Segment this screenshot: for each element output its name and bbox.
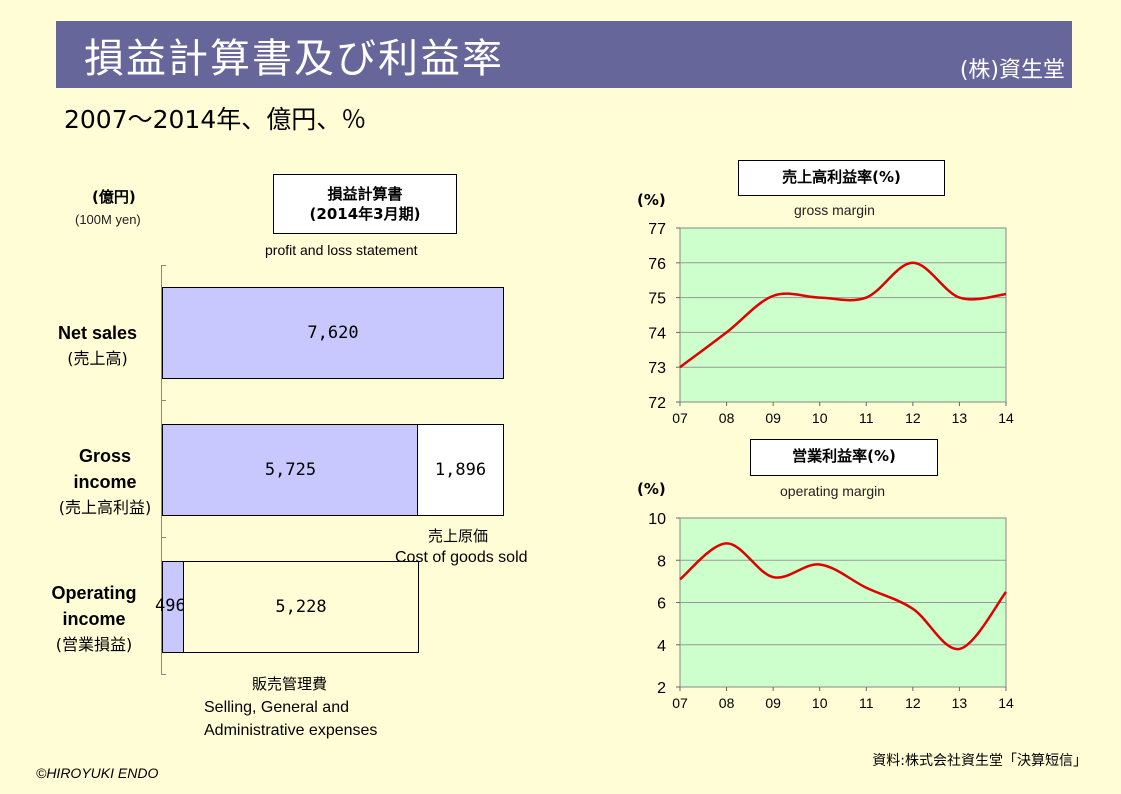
operating-margin-title-box: 営業利益率(%)	[750, 439, 938, 476]
y-tick-label: 4	[657, 638, 666, 655]
gross-margin-ylabel: (%)	[637, 191, 666, 209]
row-label-en: Net sales	[57, 323, 138, 343]
bar-value: 5,725	[264, 460, 317, 480]
row-label-operating-income: Operating income (営業損益)	[30, 580, 158, 658]
x-tick-label: 12	[905, 695, 921, 711]
x-tick-label: 13	[952, 695, 968, 711]
sga-label-en-2: Administrative expenses	[204, 722, 378, 739]
row-label-gross-income: Gross income (売上高利益)	[30, 443, 180, 521]
row-label-net-sales: Net sales (売上高)	[30, 320, 165, 372]
page-subtitle: 2007～2014年、億円、％	[64, 105, 367, 134]
sga-note-jp: 販売管理費	[252, 673, 327, 696]
bar-net-sales: 7,620	[162, 287, 504, 379]
operating-margin-subtitle: operating margin	[780, 483, 886, 499]
statement-title: 損益計算書	[327, 185, 403, 203]
unit-label-en: (100M yen)	[75, 212, 141, 227]
bar-sga: 5,228	[183, 561, 419, 653]
bar-axis-tick	[161, 400, 166, 401]
unit-label-jp: (億円)	[92, 188, 136, 206]
sga-label-en-1: Selling, General and	[204, 699, 349, 716]
bar-axis-tick	[161, 537, 166, 538]
y-tick-label: 10	[648, 511, 666, 528]
x-tick-label: 08	[719, 695, 735, 711]
page-title: 損益計算書及び利益率	[84, 36, 504, 82]
cogs-note-en: Cost of goods sold	[395, 546, 528, 569]
x-tick-label: 14	[998, 410, 1014, 426]
copyright: ©HIROYUKI ENDO	[36, 765, 159, 781]
series-line	[679, 542, 1007, 651]
x-tick-label: 07	[672, 410, 688, 426]
y-tick-label: 75	[648, 291, 666, 308]
y-tick-label: 74	[648, 325, 666, 342]
operating-margin-chart: 2 4 6 8 10 07 08 09 10 11 12 13 14	[648, 511, 1014, 711]
row-label-jp: (営業損益)	[55, 635, 133, 654]
x-tick-label: 12	[905, 410, 921, 426]
x-tick-label: 09	[765, 410, 781, 426]
chart-title: 売上高利益率(%)	[782, 168, 901, 186]
company-name: (株)資生堂	[959, 58, 1065, 83]
row-label-en-2: income	[62, 609, 126, 629]
statement-title-box: 損益計算書 (2014年3月期)	[273, 174, 457, 234]
bar-value: 1,896	[434, 460, 487, 480]
y-tick-label: 72	[648, 395, 666, 412]
x-tick-label: 10	[812, 695, 828, 711]
x-tick-label: 11	[859, 695, 874, 711]
bar-cost-of-goods-sold: 1,896	[417, 424, 504, 516]
row-label-jp: (売上高利益)	[58, 498, 152, 517]
sga-label-jp: 販売管理費	[252, 675, 328, 693]
operating-margin-ylabel: (%)	[637, 480, 666, 498]
x-tick-label: 11	[859, 410, 874, 426]
y-tick-label: 8	[657, 553, 666, 570]
plot-area	[679, 227, 1007, 403]
bar-axis-tick	[161, 674, 166, 675]
x-tick-label: 09	[765, 695, 781, 711]
x-tick-label: 07	[672, 695, 688, 711]
y-tick-label: 2	[657, 680, 666, 697]
bar-axis	[161, 265, 162, 675]
series-line	[679, 261, 1007, 369]
sga-note-en: Selling, General and Administrative expe…	[204, 696, 377, 742]
cogs-note: 売上原価	[428, 525, 488, 548]
gross-margin-chart: 72 73 74 75 76 77 07 08 09 10 11 12 13 14	[648, 221, 1014, 426]
chart-title: 営業利益率(%)	[792, 447, 896, 465]
statement-title-en: profit and loss statement	[265, 242, 418, 258]
x-tick-label: 14	[998, 695, 1014, 711]
cogs-label-jp: 売上原価	[428, 527, 489, 545]
row-label-en-2: income	[73, 472, 137, 492]
source-note: 資料:株式会社資生堂「決算短信」	[872, 753, 1087, 769]
gross-margin-title-box: 売上高利益率(%)	[738, 160, 945, 196]
x-tick-label: 10	[812, 410, 828, 426]
x-tick-label: 08	[719, 410, 735, 426]
bar-value-operating-income: 496	[155, 596, 186, 616]
statement-period: (2014年3月期)	[309, 205, 421, 223]
y-tick-label: 73	[648, 360, 666, 377]
bar-value: 7,620	[307, 323, 359, 343]
title-bar	[56, 21, 1072, 88]
row-label-en: Gross	[78, 446, 132, 466]
cogs-label-en: Cost of goods sold	[395, 549, 528, 566]
row-label-jp: (売上高)	[67, 349, 128, 368]
row-label-en: Operating	[51, 583, 137, 603]
y-tick-label: 76	[648, 256, 666, 273]
y-tick-label: 77	[648, 221, 666, 238]
gross-margin-subtitle: gross margin	[794, 202, 875, 218]
x-tick-label: 13	[952, 410, 968, 426]
bar-value: 5,228	[275, 597, 327, 617]
bar-gross-income: 5,725	[162, 424, 419, 516]
y-tick-label: 6	[657, 596, 666, 613]
bar-axis-tick	[161, 265, 166, 266]
